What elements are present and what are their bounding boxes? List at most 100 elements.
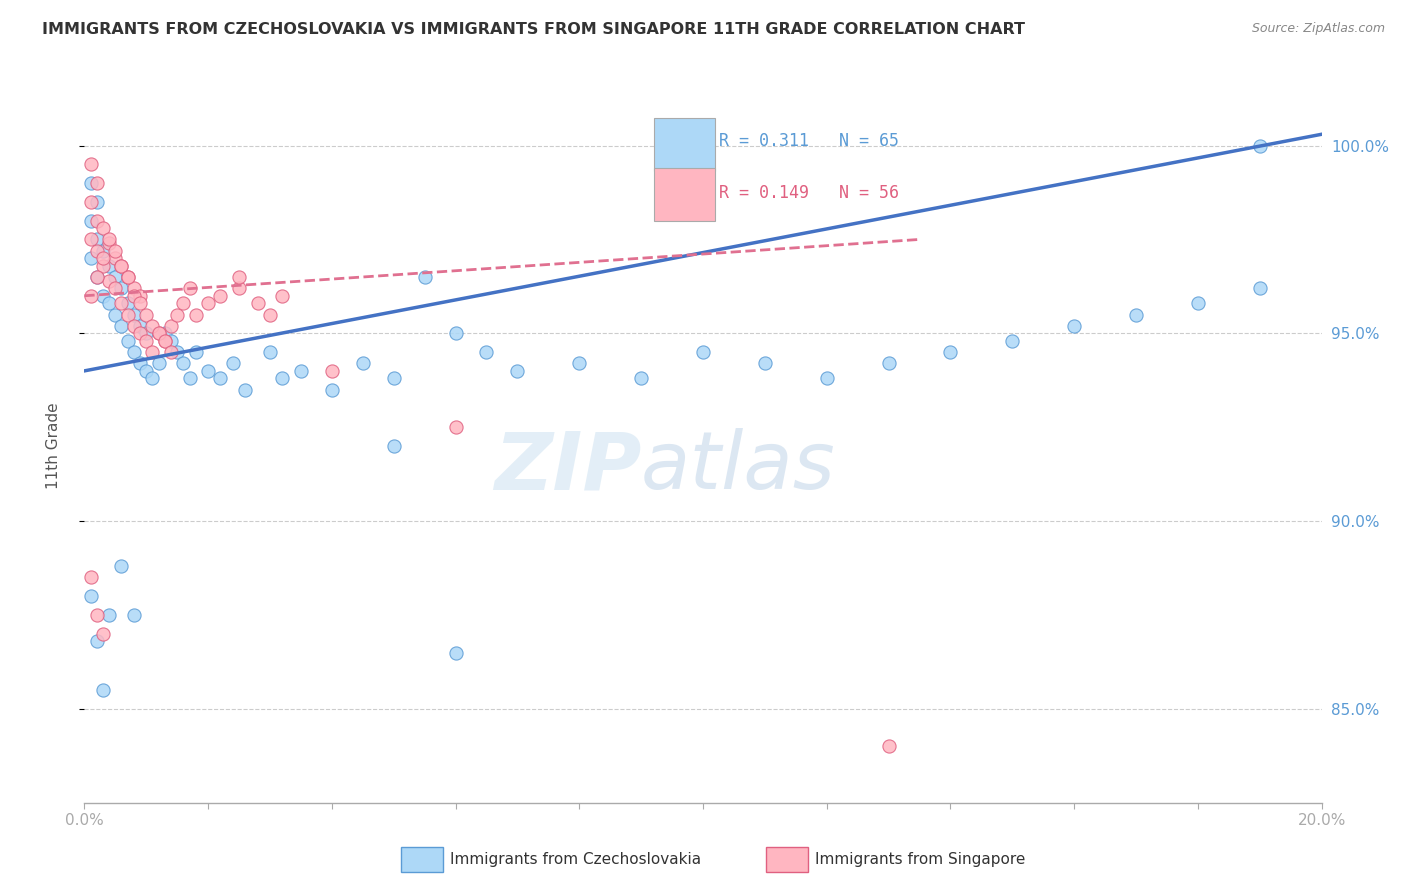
Point bbox=[148, 326, 170, 341]
Point bbox=[129, 356, 152, 370]
Point bbox=[228, 270, 250, 285]
Point bbox=[754, 356, 776, 370]
Point bbox=[166, 345, 188, 359]
Point bbox=[148, 356, 170, 370]
Point bbox=[179, 281, 201, 295]
Point bbox=[86, 270, 108, 285]
FancyBboxPatch shape bbox=[654, 168, 716, 221]
Point bbox=[104, 281, 127, 295]
Point bbox=[1249, 281, 1271, 295]
Text: Source: ZipAtlas.com: Source: ZipAtlas.com bbox=[1251, 22, 1385, 36]
Point bbox=[86, 232, 108, 246]
Point bbox=[129, 318, 152, 333]
Point bbox=[475, 345, 498, 359]
Point bbox=[79, 194, 101, 209]
Point bbox=[184, 308, 207, 322]
Text: Immigrants from Singapore: Immigrants from Singapore bbox=[815, 853, 1026, 867]
Point bbox=[104, 308, 127, 322]
Point bbox=[444, 420, 467, 434]
Point bbox=[179, 371, 201, 385]
Point bbox=[321, 383, 343, 397]
Point bbox=[91, 683, 114, 698]
Point bbox=[160, 318, 183, 333]
Point bbox=[1001, 334, 1024, 348]
Point bbox=[630, 371, 652, 385]
Point bbox=[86, 194, 108, 209]
Point bbox=[1063, 318, 1085, 333]
Point bbox=[290, 364, 312, 378]
Point bbox=[98, 232, 121, 246]
Point bbox=[110, 259, 132, 273]
Point bbox=[1187, 296, 1209, 310]
Text: ZIP: ZIP bbox=[494, 428, 641, 507]
Point bbox=[117, 296, 139, 310]
Point bbox=[352, 356, 374, 370]
Point bbox=[444, 646, 467, 660]
Point bbox=[148, 326, 170, 341]
Point bbox=[104, 270, 127, 285]
Point bbox=[1125, 308, 1147, 322]
Point bbox=[259, 308, 281, 322]
Point bbox=[197, 296, 219, 310]
Point bbox=[166, 308, 188, 322]
Point bbox=[141, 371, 163, 385]
Point bbox=[79, 289, 101, 303]
Point bbox=[877, 739, 900, 754]
Point bbox=[122, 345, 145, 359]
Point bbox=[98, 607, 121, 622]
Point bbox=[86, 270, 108, 285]
Point bbox=[79, 251, 101, 265]
Point bbox=[197, 364, 219, 378]
Point bbox=[122, 289, 145, 303]
Point bbox=[141, 345, 163, 359]
Point bbox=[382, 371, 405, 385]
Point bbox=[98, 259, 121, 273]
Point bbox=[104, 244, 127, 258]
Point bbox=[117, 334, 139, 348]
Point bbox=[135, 364, 157, 378]
Text: IMMIGRANTS FROM CZECHOSLOVAKIA VS IMMIGRANTS FROM SINGAPORE 11TH GRADE CORRELATI: IMMIGRANTS FROM CZECHOSLOVAKIA VS IMMIGR… bbox=[42, 22, 1025, 37]
Point bbox=[135, 308, 157, 322]
Point bbox=[444, 326, 467, 341]
Point bbox=[321, 364, 343, 378]
Point bbox=[98, 296, 121, 310]
Point bbox=[91, 289, 114, 303]
Point bbox=[184, 345, 207, 359]
Point bbox=[79, 570, 101, 584]
Point bbox=[233, 383, 256, 397]
Point bbox=[79, 176, 101, 190]
Point bbox=[117, 308, 139, 322]
Point bbox=[79, 589, 101, 603]
Point bbox=[98, 236, 121, 251]
Point bbox=[91, 259, 114, 273]
Point bbox=[122, 281, 145, 295]
Point bbox=[79, 232, 101, 246]
Point bbox=[172, 356, 194, 370]
Point bbox=[153, 326, 176, 341]
Point bbox=[86, 213, 108, 227]
Point bbox=[79, 213, 101, 227]
Point bbox=[141, 318, 163, 333]
Point bbox=[129, 326, 152, 341]
Point bbox=[246, 296, 269, 310]
Point bbox=[117, 270, 139, 285]
Text: atlas: atlas bbox=[641, 428, 837, 507]
Point bbox=[172, 296, 194, 310]
Point bbox=[568, 356, 591, 370]
Point bbox=[160, 345, 183, 359]
Point bbox=[91, 244, 114, 258]
Point bbox=[506, 364, 529, 378]
Point bbox=[91, 251, 114, 265]
Point bbox=[79, 157, 101, 171]
Point bbox=[91, 221, 114, 235]
Point bbox=[129, 296, 152, 310]
Point bbox=[209, 289, 232, 303]
Point bbox=[110, 281, 132, 295]
Point bbox=[222, 356, 245, 370]
Point bbox=[413, 270, 436, 285]
Point bbox=[382, 439, 405, 453]
Point bbox=[815, 371, 838, 385]
Text: R = 0.149   N = 56: R = 0.149 N = 56 bbox=[718, 184, 898, 202]
Point bbox=[122, 308, 145, 322]
Point bbox=[209, 371, 232, 385]
